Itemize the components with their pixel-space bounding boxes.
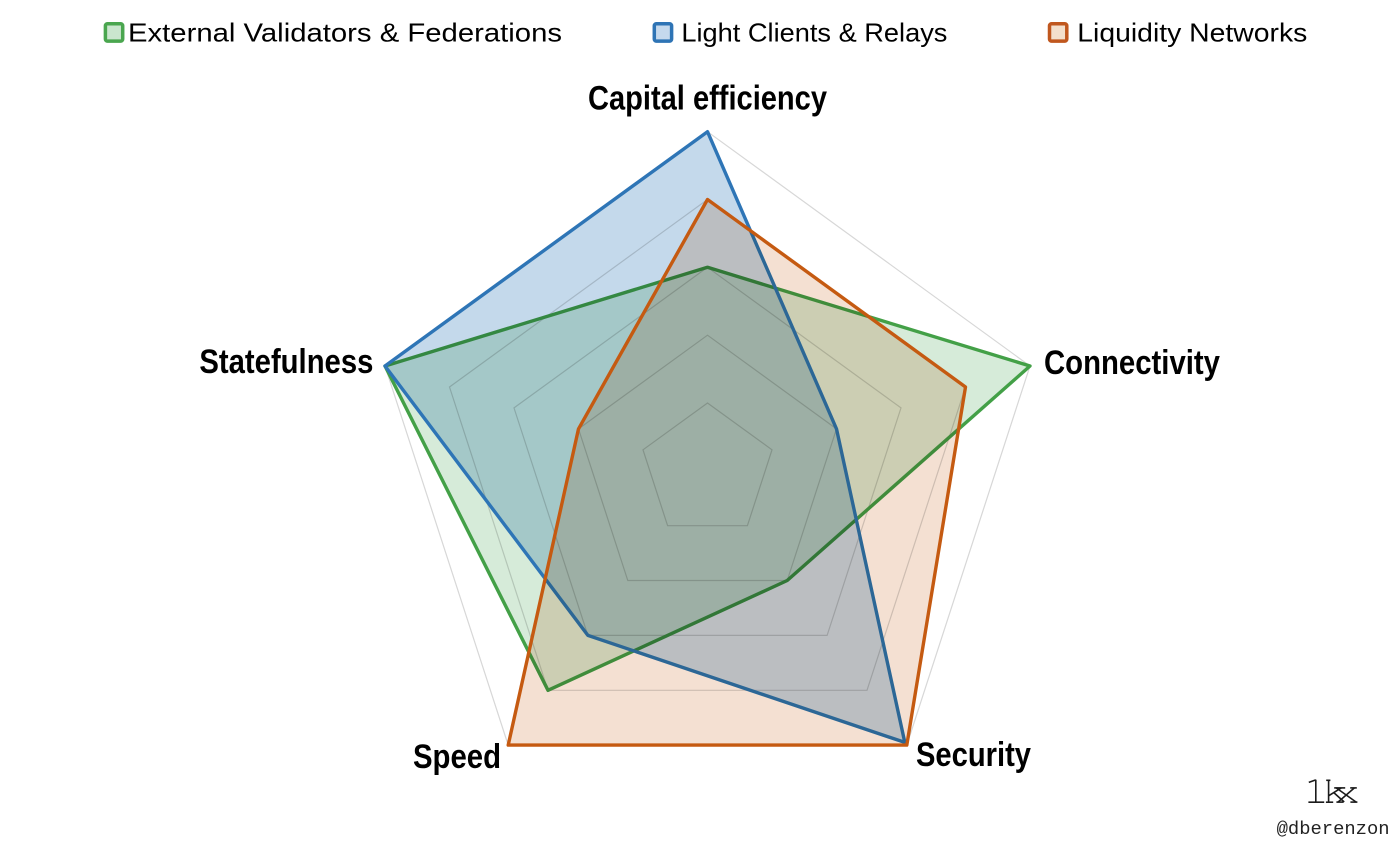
svg-text:External Validators & Federati: External Validators & Federations — [128, 18, 562, 48]
svg-text:Capital efficiency: Capital efficiency — [588, 79, 827, 117]
svg-text:Light Clients & Relays: Light Clients & Relays — [681, 18, 947, 48]
svg-text:Connectivity: Connectivity — [1044, 344, 1220, 382]
svg-text:@dberenzon: @dberenzon — [1277, 820, 1390, 840]
svg-text:Statefulness: Statefulness — [199, 343, 373, 381]
svg-text:Speed: Speed — [413, 738, 501, 776]
svg-text:Liquidity Networks: Liquidity Networks — [1077, 18, 1307, 48]
svg-text:Security: Security — [916, 736, 1031, 774]
